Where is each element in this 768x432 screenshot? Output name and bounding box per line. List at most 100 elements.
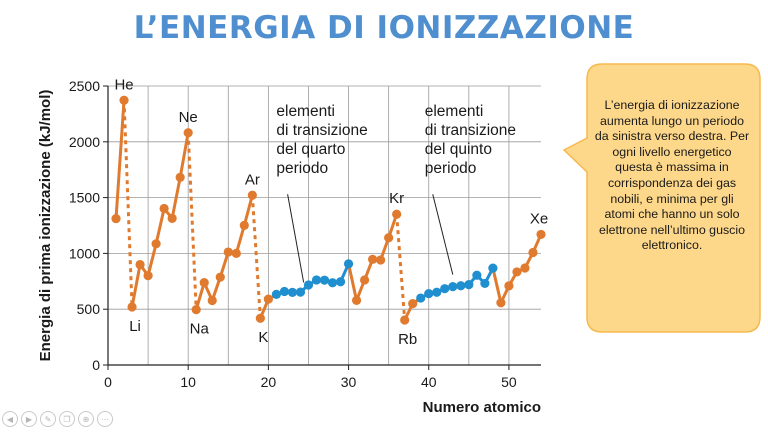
- data-point: [111, 213, 121, 224]
- y-tick-label: 1500: [69, 190, 100, 206]
- data-point: [351, 295, 362, 305]
- transition-point: [440, 284, 450, 294]
- x-tick-label: 30: [341, 374, 357, 390]
- data-point: [239, 220, 249, 230]
- series-segment: [242, 194, 254, 226]
- annotation-text: periodo: [425, 160, 477, 177]
- transition-point: [303, 280, 314, 290]
- data-point: [175, 172, 185, 183]
- y-tick-label: 500: [77, 301, 101, 317]
- series-segment: [146, 243, 158, 276]
- series-segment-dashed: [250, 195, 262, 319]
- data-point: [143, 271, 153, 281]
- data-point: [392, 209, 402, 219]
- element-label: Ne: [179, 109, 198, 126]
- annotation-text: del quarto: [276, 141, 345, 158]
- transition-point: [343, 259, 354, 269]
- transition-point: [311, 275, 322, 285]
- transition-point: [335, 277, 346, 287]
- data-point: [400, 315, 410, 325]
- data-point: [536, 229, 546, 240]
- element-label: Na: [190, 321, 210, 338]
- transition-point: [472, 270, 482, 280]
- y-tick-label: 2000: [69, 134, 100, 150]
- transition-point: [480, 278, 490, 289]
- annotation-text: periodo: [276, 160, 328, 177]
- data-point: [199, 278, 209, 288]
- data-point: [167, 213, 177, 223]
- annotation-text: del quinto: [425, 141, 492, 158]
- transition-point: [327, 278, 338, 288]
- zoom-icon[interactable]: ⊕: [78, 411, 94, 427]
- y-tick-label: 2500: [69, 78, 100, 94]
- transition-point: [416, 293, 426, 303]
- series-segment: [194, 282, 206, 311]
- transition-point: [319, 275, 330, 285]
- transition-point: [456, 281, 466, 291]
- callout-bubble: [562, 63, 761, 333]
- transition-point: [295, 287, 306, 297]
- more-icon[interactable]: ⋯: [97, 411, 113, 427]
- element-label: K: [258, 329, 268, 346]
- data-point: [207, 295, 217, 306]
- element-label: Ar: [245, 171, 260, 188]
- data-point: [191, 305, 201, 315]
- data-point: [368, 254, 378, 264]
- data-point: [231, 248, 241, 258]
- data-point: [127, 302, 137, 312]
- annotation-pointer: [287, 194, 305, 283]
- annotation-text: elementi: [425, 103, 484, 120]
- transition-point: [424, 288, 434, 299]
- page-title: L’ENERGIA DI IONIZZAZIONE: [133, 10, 635, 46]
- data-point: [496, 298, 506, 308]
- y-tick-label: 0: [92, 357, 100, 373]
- data-point: [520, 263, 530, 273]
- series-segment: [234, 224, 246, 254]
- data-point: [135, 259, 145, 270]
- transition-point: [271, 289, 281, 299]
- data-point: [376, 255, 386, 265]
- presentation-toolbar: ◀ ▶ ✎ ❐ ⊕ ⋯: [2, 411, 113, 431]
- data-point: [159, 203, 169, 214]
- data-point: [384, 233, 394, 243]
- series-segment: [154, 208, 166, 245]
- transition-point: [448, 282, 458, 292]
- transition-point: [488, 263, 498, 273]
- x-tick-label: 20: [261, 374, 277, 390]
- annotation-text: elementi: [276, 103, 335, 120]
- data-point: [151, 239, 161, 249]
- series-segment: [178, 132, 190, 178]
- copy-icon[interactable]: ❐: [59, 411, 75, 427]
- transition-point: [287, 287, 298, 297]
- element-label: Kr: [389, 190, 404, 207]
- series-segment: [114, 100, 126, 219]
- annotation-pointer: [432, 194, 454, 275]
- data-point: [255, 313, 265, 323]
- x-tick-label: 40: [421, 374, 437, 390]
- annotation-text: di transizione: [276, 122, 367, 139]
- x-tick-label: 10: [180, 374, 196, 390]
- back-icon[interactable]: ◀: [2, 411, 18, 427]
- callout-text: L’energia di ionizzazione aumenta lungo …: [594, 98, 750, 253]
- element-label: Rb: [398, 331, 417, 348]
- element-label: Xe: [530, 210, 548, 227]
- series-segment-dashed: [395, 214, 407, 321]
- forward-icon[interactable]: ▶: [21, 411, 37, 427]
- x-axis-label: Numero atomico: [423, 399, 541, 416]
- data-point: [359, 275, 370, 285]
- transition-point: [464, 280, 474, 290]
- series-segment-dashed: [186, 132, 198, 310]
- series-segment-dashed: [122, 100, 134, 308]
- series-segment: [170, 177, 182, 219]
- element-label: Li: [129, 318, 141, 335]
- data-point: [223, 247, 233, 257]
- data-point: [247, 190, 257, 200]
- annotation-text: di transizione: [425, 122, 516, 139]
- y-axis-label: Energia di prima ionizzazione (kJ/mol): [37, 90, 54, 362]
- series-segment: [130, 264, 142, 308]
- transition-point: [279, 286, 290, 297]
- pen-icon[interactable]: ✎: [40, 411, 56, 427]
- element-label: He: [114, 76, 133, 93]
- data-point: [528, 247, 538, 258]
- data-point: [408, 299, 418, 309]
